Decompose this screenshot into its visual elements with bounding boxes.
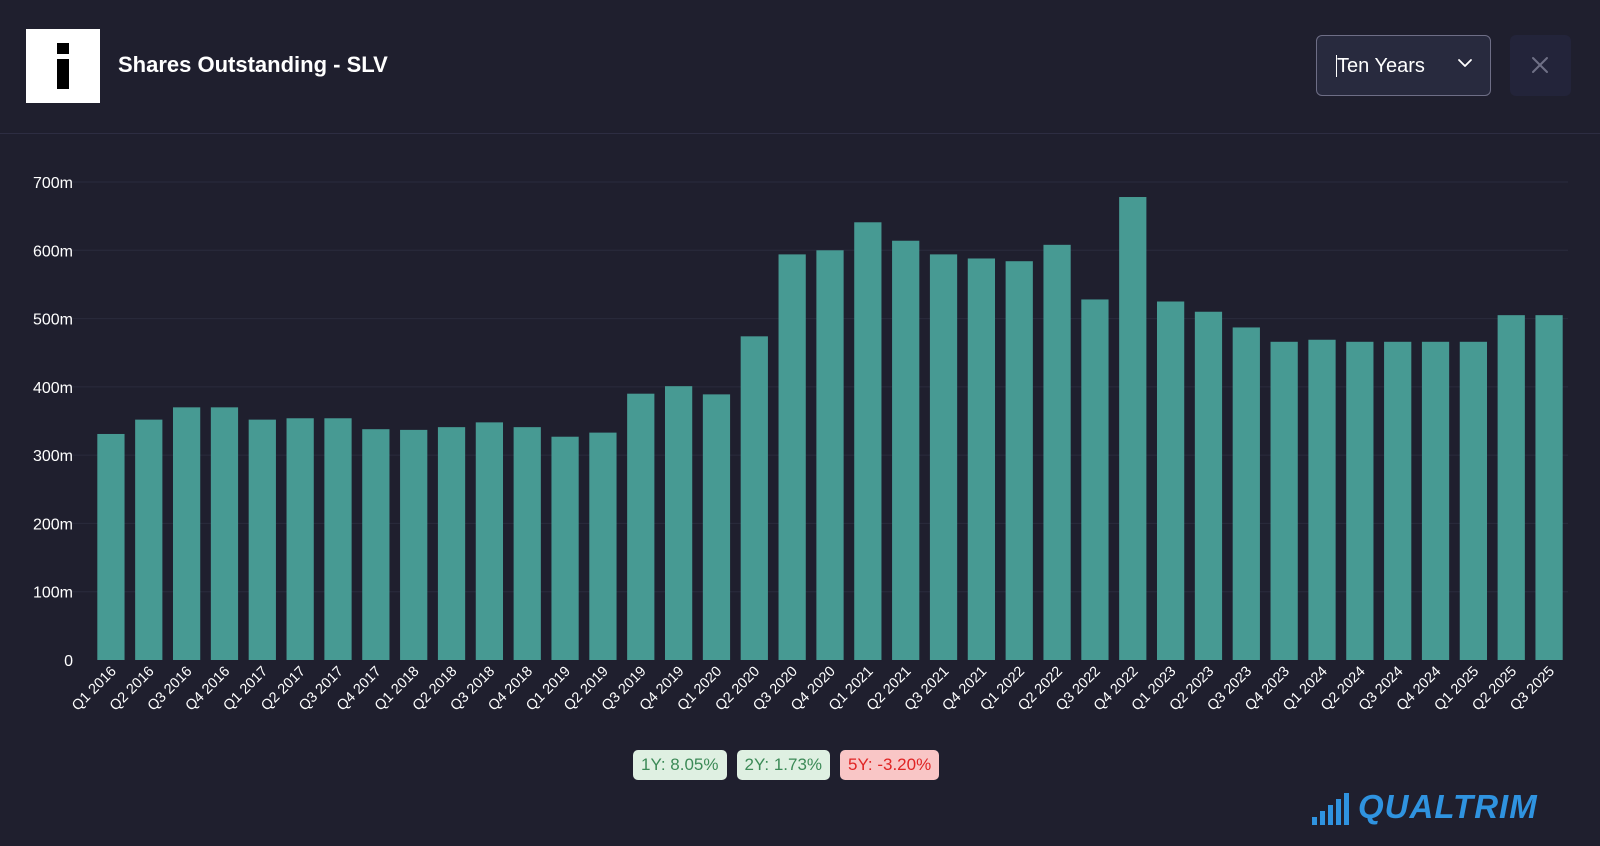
bar-q1-2024[interactable]	[1308, 339, 1336, 660]
bar-q1-2017[interactable]	[248, 419, 276, 660]
bar-q1-2019[interactable]	[551, 436, 579, 660]
bar-q2-2021[interactable]	[892, 240, 920, 660]
bar-q1-2021[interactable]	[854, 222, 882, 660]
bar-q2-2024[interactable]	[1346, 341, 1374, 660]
y-tick-label: 400m	[33, 380, 73, 397]
bar-q2-2017[interactable]	[286, 418, 314, 660]
y-tick-label: 500m	[33, 312, 73, 329]
signal-bars-icon	[1312, 793, 1349, 825]
bar-q1-2016[interactable]	[97, 433, 125, 660]
y-axis-ticks: 0 100m 200m 300m 400m 500m 600m 700m	[33, 175, 73, 670]
page-title: Shares Outstanding - SLV	[118, 52, 388, 77]
text-cursor	[1336, 55, 1337, 77]
y-tick-label: 100m	[33, 585, 73, 602]
growth-badge: 2Y: 1.73%	[736, 750, 831, 780]
close-button[interactable]	[1510, 35, 1571, 96]
close-icon	[1532, 57, 1548, 73]
y-tick-label: 0	[64, 653, 73, 670]
bar-q4-2019[interactable]	[664, 386, 693, 660]
bar-q3-2018[interactable]	[475, 422, 504, 660]
period-select-value: Ten Years	[1337, 55, 1425, 77]
bar-q1-2025[interactable]	[1459, 341, 1488, 660]
bar-q4-2021[interactable]	[967, 258, 996, 660]
bar-q2-2022[interactable]	[1043, 244, 1071, 660]
bar-q4-2016[interactable]	[210, 407, 239, 660]
bar-q3-2016[interactable]	[172, 407, 201, 660]
bar-q4-2024[interactable]	[1421, 341, 1450, 660]
bar-q4-2022[interactable]	[1119, 197, 1147, 660]
bar-q3-2022[interactable]	[1081, 299, 1109, 660]
bar-q3-2023[interactable]	[1232, 327, 1260, 660]
bar-q3-2021[interactable]	[929, 254, 958, 660]
bar-q1-2020[interactable]	[702, 394, 731, 660]
bar-q4-2017[interactable]	[362, 429, 390, 660]
bar-q2-2025[interactable]	[1497, 315, 1525, 660]
bar-q1-2022[interactable]	[1005, 261, 1033, 660]
bar-q2-2016[interactable]	[135, 419, 163, 660]
growth-badge: 5Y: -3.20%	[840, 750, 940, 780]
y-tick-label: 200m	[33, 516, 73, 533]
bar-q2-2019[interactable]	[589, 432, 617, 660]
bar-q4-2020[interactable]	[816, 250, 844, 660]
header-bar: Shares Outstanding - SLV Ten Years	[0, 0, 1600, 134]
bar-q1-2023[interactable]	[1156, 301, 1185, 661]
bar-q2-2020[interactable]	[740, 336, 768, 660]
bar-q1-2018[interactable]	[400, 429, 428, 660]
bar-q3-2019[interactable]	[627, 393, 655, 660]
bar-q3-2024[interactable]	[1384, 341, 1412, 660]
bar-q3-2025[interactable]	[1535, 315, 1563, 660]
y-tick-label: 300m	[33, 448, 73, 465]
chart-bars	[97, 197, 1563, 661]
shares-outstanding-chart: 0 100m 200m 300m 400m 500m 600m 700m Q1 2016Q2 …	[33, 175, 1568, 715]
bar-q2-2018[interactable]	[437, 427, 466, 660]
bar-q4-2018[interactable]	[513, 427, 541, 660]
bar-q3-2020[interactable]	[778, 254, 806, 660]
bar-q3-2017[interactable]	[324, 418, 352, 660]
growth-badge: 1Y: 8.05%	[633, 750, 727, 780]
bar-q2-2023[interactable]	[1194, 311, 1223, 660]
period-select[interactable]: Ten Years	[1316, 35, 1491, 96]
growth-badges: 1Y: 8.05% 2Y: 1.73% 5Y: -3.20%	[633, 750, 940, 780]
y-tick-label: 600m	[33, 243, 73, 260]
brand-name: QUALTRIM	[1358, 788, 1538, 825]
bar-q4-2023[interactable]	[1270, 341, 1298, 660]
y-tick-label: 700m	[33, 175, 73, 192]
chevron-down-icon	[1458, 59, 1472, 67]
info-logo-icon	[26, 29, 100, 103]
